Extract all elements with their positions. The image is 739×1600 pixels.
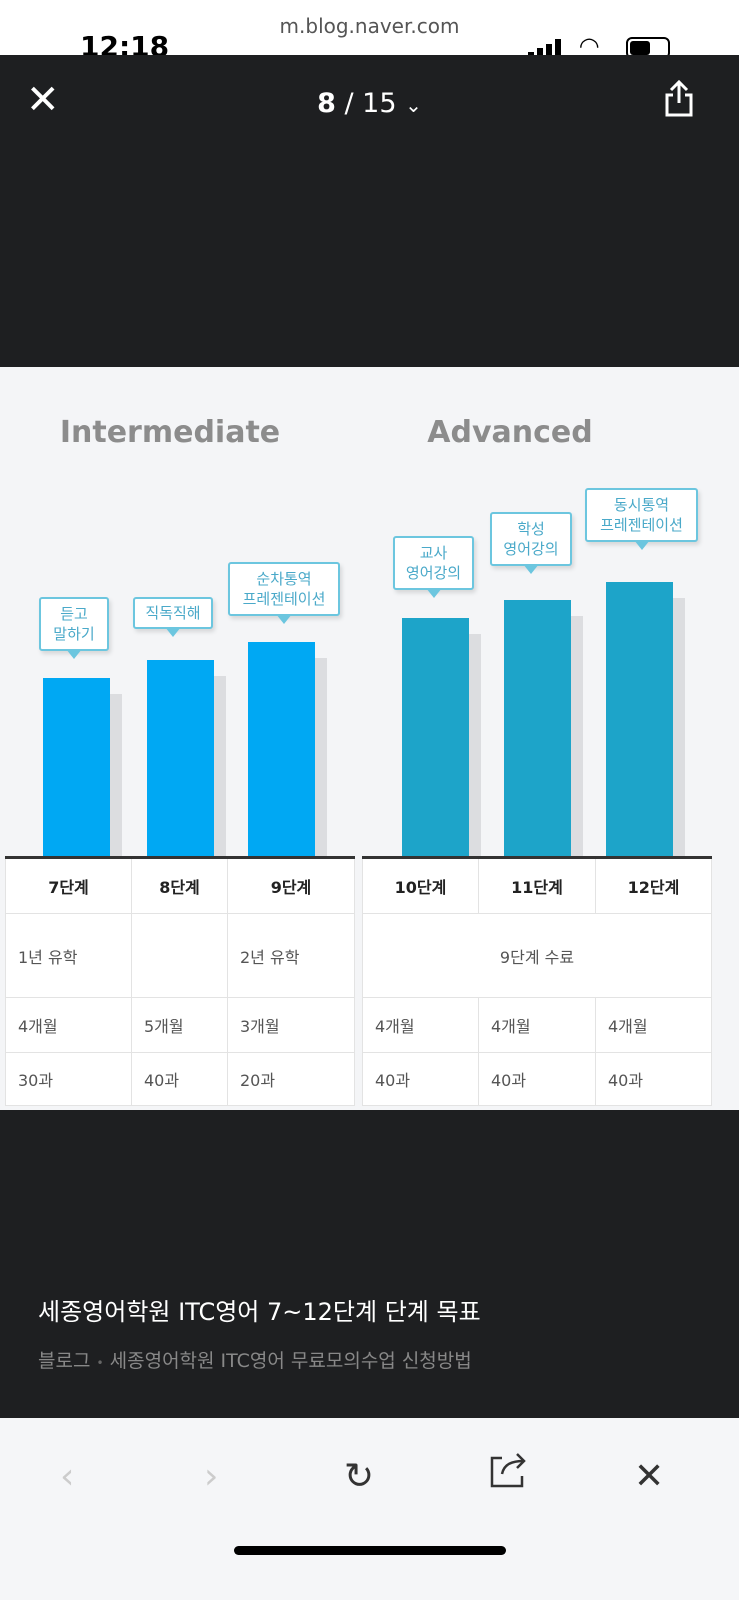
cell: 5개월 <box>131 997 228 1053</box>
browser-toolbar: ‹ › ↻ ✕ <box>0 1418 739 1600</box>
cell: 7단계 <box>5 857 132 914</box>
cell: 8단계 <box>131 857 228 914</box>
callout: 직독직해 <box>133 597 213 637</box>
right-table: 10단계 11단계 12단계 9단계 수료 4개월 4개월 4개월 40과 40과 40과 <box>362 856 712 1106</box>
status-bar: 12:18 m.blog.naver.com ◠ <box>0 0 739 63</box>
cell: 40과 <box>362 1052 479 1106</box>
callout: 순차통역 프레젠테이션 <box>228 562 340 624</box>
left-table: 7단계 8단계 9단계 1년 유학 2년 유학 4개월 5개월 3개월 30과 40과 20과 <box>5 856 355 1106</box>
home-indicator[interactable] <box>234 1546 506 1555</box>
callout: 동시통역 프레젠테이션 <box>585 488 698 550</box>
cell: 2년 유학 <box>227 913 355 998</box>
bar <box>504 600 571 857</box>
cell: 11단계 <box>478 857 596 914</box>
cell: 40과 <box>595 1052 712 1106</box>
cell: 12단계 <box>595 857 712 914</box>
current-page: 8 <box>317 88 336 119</box>
callout: 교사 영어강의 <box>393 536 474 598</box>
wifi-icon: ◠ <box>580 32 599 60</box>
url-label[interactable]: m.blog.naver.com <box>279 14 460 38</box>
cell: 4개월 <box>595 997 712 1053</box>
section-title-intermediate: Intermediate <box>59 415 281 450</box>
image-caption: 세종영어학원 ITC영어 7~12단계 단계 목표 <box>38 1298 481 1326</box>
separator: • <box>96 1356 104 1370</box>
cell: 30과 <box>5 1052 132 1106</box>
bar <box>147 660 214 857</box>
bar <box>43 678 110 857</box>
callout: 학성 영어강의 <box>490 512 572 574</box>
section-title-advanced: Advanced <box>427 415 593 450</box>
close-icon[interactable]: ✕ <box>26 77 60 123</box>
caption-source[interactable]: 블로그 • 세종영어학원 ITC영어 무료모의수업 신청방법 <box>38 1346 472 1373</box>
page-counter[interactable]: 8 / 15 ⌄ <box>0 88 739 119</box>
share-icon[interactable] <box>488 1448 530 1494</box>
cell: 1년 유학 <box>5 913 132 998</box>
cell: 9단계 수료 <box>362 913 712 998</box>
cell: 20과 <box>227 1052 355 1106</box>
bar <box>606 582 673 857</box>
chevron-down-icon: ⌄ <box>405 93 422 117</box>
cell: 40과 <box>478 1052 596 1106</box>
back-icon[interactable]: ‹ <box>60 1456 75 1497</box>
cell: 40과 <box>131 1052 228 1106</box>
total-pages: / 15 <box>344 88 397 119</box>
viewer-header: ✕ <box>0 55 739 367</box>
cell <box>131 913 228 998</box>
cell: 9단계 <box>227 857 355 914</box>
bar <box>402 618 469 857</box>
forward-icon[interactable]: › <box>204 1456 219 1497</box>
close-icon[interactable]: ✕ <box>634 1456 665 1497</box>
cell: 3개월 <box>227 997 355 1053</box>
reload-icon[interactable]: ↻ <box>344 1456 375 1497</box>
cell: 10단계 <box>362 857 479 914</box>
source-label: 블로그 <box>38 1350 91 1372</box>
post-title: 세종영어학원 ITC영어 무료모의수업 신청방법 <box>109 1350 472 1372</box>
cell: 4개월 <box>478 997 596 1053</box>
callout: 듣고 말하기 <box>39 597 109 659</box>
cell: 4개월 <box>5 997 132 1053</box>
bar <box>248 642 315 857</box>
post-image[interactable]: Intermediate Advanced 듣고 말하기 직독직해 순차통역 프레젠… <box>0 367 739 1110</box>
cell: 4개월 <box>362 997 479 1053</box>
share-icon[interactable] <box>664 79 694 117</box>
